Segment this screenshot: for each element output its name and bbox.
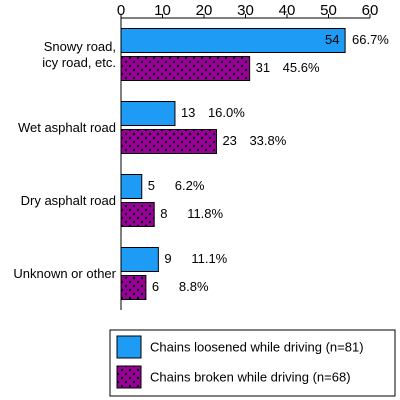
percent-label: 11.8% xyxy=(187,206,223,221)
bar xyxy=(120,28,346,53)
legend-box xyxy=(109,329,396,397)
value-label: 31 xyxy=(256,60,270,75)
value-label: 5 xyxy=(148,178,155,193)
value-label: 13 xyxy=(181,105,195,120)
legend-swatch xyxy=(116,365,142,389)
legend-swatch xyxy=(116,335,142,359)
value-label: 23 xyxy=(222,133,236,148)
x-tick-label: 10 xyxy=(154,2,171,19)
x-tick-label: 50 xyxy=(320,2,337,19)
category-label: Unknown or other xyxy=(13,265,116,281)
bar xyxy=(120,56,251,81)
percent-label: 66.7% xyxy=(352,32,389,47)
value-label: 54 xyxy=(325,32,339,47)
x-tick-label: 20 xyxy=(196,2,213,19)
legend-label: Chains loosened while driving (n=81) xyxy=(150,339,364,354)
bar xyxy=(120,247,159,272)
category-label: Dry asphalt road xyxy=(20,192,116,208)
category-label: Snowy road, icy road, etc. xyxy=(42,38,116,70)
value-label: 8 xyxy=(160,206,167,221)
percent-label: 16.0% xyxy=(208,105,245,120)
bar xyxy=(120,275,147,300)
x-tick-label: 40 xyxy=(279,2,296,19)
x-tick-label: 0 xyxy=(117,2,125,19)
bar xyxy=(120,202,155,227)
legend-label: Chains broken while driving (n=68) xyxy=(150,369,351,384)
bar xyxy=(120,174,143,199)
value-label: 9 xyxy=(164,251,171,266)
value-label: 6 xyxy=(152,279,159,294)
percent-label: 33.8% xyxy=(249,133,286,148)
bar xyxy=(120,101,176,126)
percent-label: 6.2% xyxy=(175,178,205,193)
category-label: Wet asphalt road xyxy=(17,119,116,135)
percent-label: 8.8% xyxy=(179,279,209,294)
percent-label: 45.6% xyxy=(283,60,320,75)
bar xyxy=(120,129,217,154)
x-tick-label: 30 xyxy=(237,2,254,19)
percent-label: 11.1% xyxy=(191,251,227,266)
x-tick-label: 60 xyxy=(362,2,379,19)
